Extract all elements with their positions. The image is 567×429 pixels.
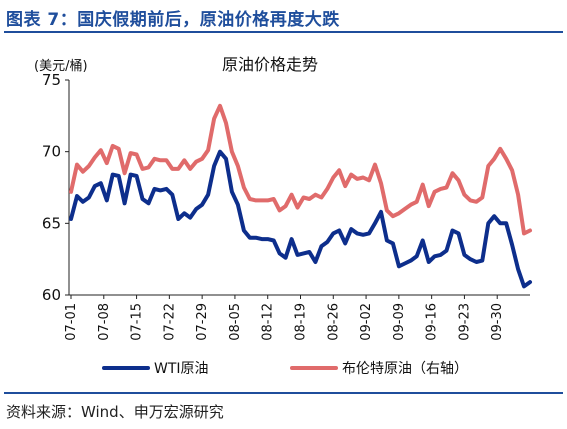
footer-divider — [4, 392, 563, 394]
y-tick-label: 70 — [42, 143, 61, 161]
legend-label: WTI原油 — [154, 361, 209, 377]
x-tick-label: 08-12 — [261, 303, 276, 341]
x-tick-label: 08-05 — [228, 303, 243, 341]
series-lines — [69, 103, 532, 289]
x-tick-label: 09-09 — [392, 303, 407, 341]
oil-price-chart: (美元/桶) 原油价格走势 60 65 70 75 07-01 07-08 07-15 07-… — [34, 55, 532, 377]
figure-title: 图表 7：国庆假期前后，原油价格再度大跌 — [6, 10, 340, 30]
axes: 60 65 70 75 07-01 07-08 07-15 07-22 07-29 08-05 08… — [42, 71, 530, 341]
series-line-brent — [69, 103, 532, 236]
x-tick-label: 07-15 — [130, 303, 145, 341]
y-tick-label: 75 — [42, 71, 61, 89]
legend-label: 布伦特原油（右轴） — [342, 361, 468, 377]
x-tick-label: 08-26 — [326, 303, 341, 341]
x-tick-label: 09-30 — [490, 303, 505, 341]
source-note: 资料来源：Wind、申万宏源研究 — [6, 403, 224, 421]
x-tick-label: 07-08 — [97, 303, 112, 341]
legend: WTI原油 布伦特原油（右轴） — [102, 361, 468, 377]
y-tick-label: 60 — [42, 286, 61, 304]
x-tick-label: 07-22 — [162, 303, 177, 341]
series-line-wti — [69, 149, 532, 289]
y-tick-label: 65 — [42, 214, 61, 232]
x-tick-label: 07-29 — [195, 303, 210, 341]
x-tick-label: 09-16 — [425, 303, 440, 341]
chart-title: 原油价格走势 — [222, 55, 318, 74]
x-tick-label: 09-02 — [359, 303, 374, 341]
x-tick-label: 08-19 — [294, 303, 309, 341]
x-tick-label: 07-01 — [64, 303, 79, 341]
y-axis-unit-label: (美元/桶) — [34, 59, 88, 74]
title-divider — [4, 31, 563, 33]
x-tick-label: 09-23 — [457, 303, 472, 341]
